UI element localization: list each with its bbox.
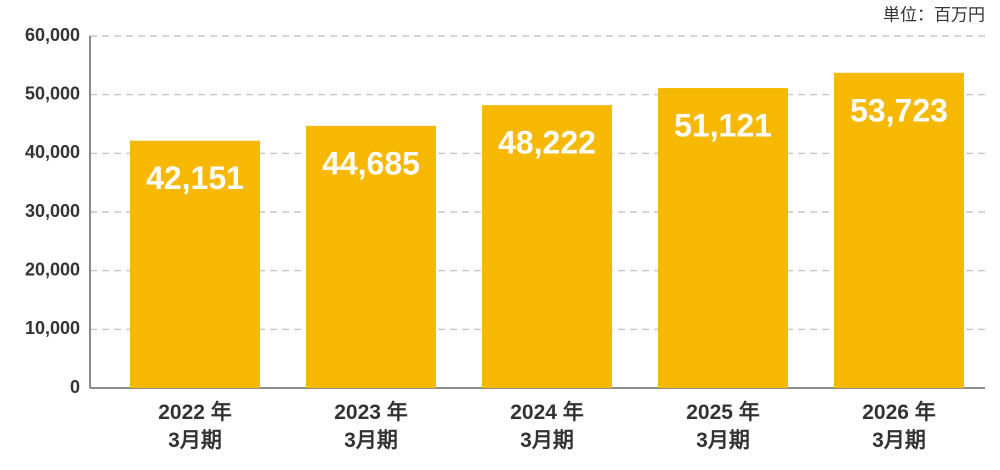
y-tick-label: 0 <box>70 377 80 397</box>
y-tick-label: 60,000 <box>25 25 80 45</box>
bar <box>130 140 260 388</box>
x-tick-label: 2024 年 3月期 <box>510 400 584 452</box>
bar <box>658 88 788 388</box>
value-label: 53,723 <box>850 92 948 128</box>
x-tick-label: 2023 年 3月期 <box>334 400 408 452</box>
y-tick-label: 10,000 <box>25 318 80 338</box>
bar <box>834 72 964 388</box>
value-label: 42,151 <box>146 160 244 196</box>
x-tick-label: 2022 年 3月期 <box>158 400 232 452</box>
value-label: 44,685 <box>322 145 420 181</box>
bar <box>482 105 612 389</box>
value-label: 48,222 <box>498 125 596 161</box>
x-tick-label: 2026 年 3月期 <box>862 400 936 452</box>
value-label: 51,121 <box>674 108 772 144</box>
y-tick-label: 30,000 <box>25 201 80 221</box>
y-tick-label: 50,000 <box>25 83 80 103</box>
y-tick-label: 20,000 <box>25 259 80 279</box>
x-tick-label: 2025 年 3月期 <box>686 400 760 452</box>
y-tick-label: 40,000 <box>25 142 80 162</box>
unit-label: 単位：百万円 <box>883 5 985 24</box>
bar <box>306 125 436 389</box>
